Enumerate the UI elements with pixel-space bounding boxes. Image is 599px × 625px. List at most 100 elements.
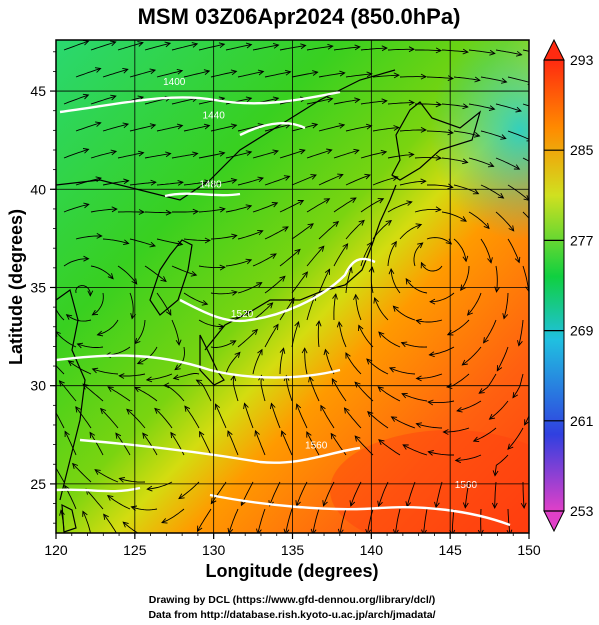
- streamline-arrowhead: [115, 432, 122, 439]
- streamline-arrowhead: [230, 178, 238, 184]
- coastline-honshu: [204, 184, 397, 351]
- streamline: [63, 148, 89, 159]
- streamline-arrowhead: [245, 150, 253, 156]
- colorbar-tick-label: 293: [570, 52, 594, 68]
- streamline-arrowhead: [67, 360, 75, 367]
- streamline: [318, 221, 339, 240]
- streamline-arrowhead: [294, 320, 300, 328]
- streamline: [306, 149, 332, 159]
- streamline-arrowhead: [122, 67, 129, 74]
- streamline-arrowhead: [380, 149, 388, 156]
- streamline-arrowhead: [434, 501, 440, 509]
- streamline: [56, 467, 65, 483]
- streamline-arrowhead: [326, 96, 334, 103]
- streamline: [156, 238, 183, 245]
- streamline-arrowhead: [82, 93, 90, 100]
- streamline-arrowhead: [176, 240, 184, 247]
- streamline-arrowhead: [322, 500, 328, 507]
- streamline-arrowhead: [197, 525, 203, 533]
- colorbar: 253 261 269 277 285 293: [543, 38, 594, 533]
- streamline-arrowhead: [462, 158, 469, 165]
- colorbar-ticks: 253 261 269 277 285 293: [544, 52, 594, 519]
- streamline: [468, 49, 495, 54]
- streamline: [462, 346, 482, 366]
- streamline-arrowhead: [230, 340, 237, 346]
- streamline: [171, 43, 198, 51]
- streamline: [144, 211, 172, 214]
- streamline: [374, 297, 389, 321]
- streamline: [331, 378, 347, 402]
- streamline-arrowhead: [385, 219, 393, 226]
- streamline: [389, 367, 416, 375]
- streamline: [100, 408, 119, 429]
- streamline-arrowhead: [392, 529, 399, 533]
- streamline-arrowhead: [165, 209, 173, 216]
- streamline: [210, 340, 236, 348]
- streamline: [269, 481, 281, 506]
- x-tick-label: 145: [438, 542, 462, 558]
- streamline-arrowhead: [56, 301, 57, 302]
- streamline-arrowhead: [258, 374, 264, 381]
- streamline-arrowhead: [201, 300, 209, 306]
- streamline-arrowhead: [412, 557, 417, 562]
- streamline: [264, 324, 279, 348]
- streamline-arrowhead: [377, 198, 385, 204]
- streamline-arrowhead: [365, 528, 372, 533]
- streamline-arrowhead: [507, 443, 514, 450]
- streamline: [507, 238, 520, 263]
- contour-label: 1480: [199, 179, 222, 190]
- streamline: [414, 536, 415, 562]
- streamline: [198, 152, 225, 159]
- streamline: [161, 508, 185, 524]
- streamline-arrowhead: [251, 328, 259, 336]
- streamline-arrowhead: [456, 406, 463, 413]
- streamline: [332, 536, 334, 562]
- streamline-arrowhead: [111, 206, 118, 213]
- streamline-arrowhead: [500, 78, 508, 84]
- streamline-arrowhead: [488, 413, 496, 420]
- streamline: [306, 198, 330, 213]
- streamline-arrowhead: [294, 248, 301, 255]
- streamline: [355, 294, 362, 321]
- contour-label: 1560: [305, 441, 328, 452]
- streamline: [447, 319, 470, 336]
- streamline-arrowhead: [64, 430, 70, 437]
- streamline-arrowhead: [326, 148, 333, 155]
- streamline-arrowhead: [339, 70, 346, 77]
- streamline: [56, 364, 65, 375]
- streamline-arrowhead: [388, 367, 396, 373]
- streamline: [507, 427, 524, 450]
- streamline: [535, 293, 538, 319]
- streamline-arrowhead: [271, 202, 279, 208]
- streamline: [129, 238, 156, 247]
- streamline: [59, 380, 77, 402]
- streamline: [345, 125, 372, 132]
- streamline: [94, 469, 119, 483]
- streamline: [304, 348, 308, 375]
- coastline-hokkaido: [391, 101, 482, 181]
- streamline-arrowhead: [508, 225, 515, 232]
- streamline: [391, 416, 416, 429]
- streamline-arrowhead: [342, 243, 349, 250]
- streamline: [399, 180, 426, 186]
- x-tick-label: 135: [281, 542, 305, 558]
- streamline-arrowhead: [95, 121, 102, 127]
- colorbar-tick-label: 253: [570, 503, 594, 519]
- streamline-arrowhead: [272, 42, 280, 49]
- streamline-arrowhead: [302, 271, 309, 278]
- streamline: [107, 495, 131, 510]
- coastline-taiwan: [61, 503, 77, 533]
- streamline-arrowhead: [513, 164, 521, 170]
- streamline: [90, 41, 116, 51]
- streamline: [306, 431, 320, 456]
- cold-air-region: [430, 40, 529, 240]
- streamline-arrowhead: [535, 226, 540, 232]
- streamline-arrowhead: [272, 96, 280, 103]
- streamline: [117, 42, 144, 51]
- streamline: [129, 292, 134, 319]
- streamline-arrowhead: [406, 200, 413, 206]
- x-tick-label: 130: [202, 542, 226, 558]
- streamline-arrowhead: [149, 68, 157, 75]
- streamline-arrowhead: [123, 239, 130, 246]
- streamline-arrowhead: [257, 348, 263, 356]
